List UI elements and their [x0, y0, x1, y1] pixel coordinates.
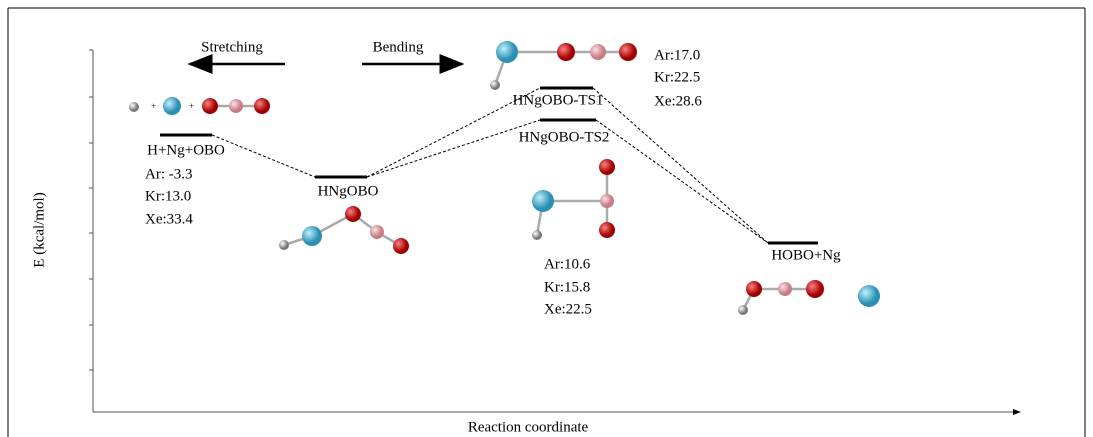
level-label: HOBO+Ng [771, 247, 841, 263]
molecule [279, 206, 409, 254]
energy: Xe:33.4 [145, 211, 193, 227]
level-label: H+Ng+OBO [147, 142, 225, 158]
energy: Ar: -3.3 [145, 166, 193, 182]
molecule: + + [129, 97, 270, 115]
energy: Xe:22.5 [544, 301, 592, 317]
energy: Ar:10.6 [544, 256, 591, 272]
energy: Xe:28.6 [654, 93, 702, 109]
arrow-label: Stretching [201, 39, 263, 55]
y-axis-label: E (kcal/mol) [31, 192, 47, 267]
energy: Ar:17.0 [654, 47, 700, 63]
energy: Kr:15.8 [544, 279, 590, 295]
level-label: HNgOBO-TS1 [513, 92, 604, 108]
energy: Kr:22.5 [654, 69, 700, 85]
connectors [212, 88, 768, 243]
energy: Kr:13.0 [145, 188, 191, 204]
level-label: HNgOBO [318, 183, 379, 199]
x-axis-label: Reaction coordinate [468, 419, 589, 435]
molecule [490, 41, 637, 90]
svg-text:+: + [189, 101, 194, 111]
level-label: HNgOBO-TS2 [519, 129, 610, 145]
molecule [738, 280, 880, 315]
molecule [532, 159, 615, 240]
arrow-label: Bending [373, 39, 424, 55]
energy-diagram: E (kcal/mol) Reaction coordinate Stretch… [0, 0, 1093, 437]
svg-text:+: + [151, 101, 156, 111]
